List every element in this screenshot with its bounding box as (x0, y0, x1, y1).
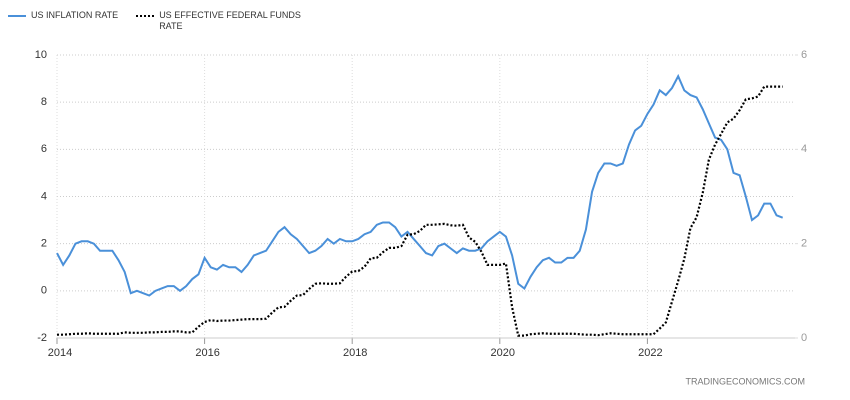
legend-item: US EFFECTIVE FEDERAL FUNDS RATE (136, 10, 309, 32)
series-line (57, 85, 783, 337)
y2-tick-label: 6 (801, 49, 807, 61)
y2-tick-label: 2 (801, 238, 807, 250)
source: TRADINGECONOMICS.COM (685, 376, 805, 386)
legend-label: US INFLATION RATE (31, 10, 119, 20)
legend: US INFLATION RATE US EFFECTIVE FEDERAL FU… (8, 10, 309, 32)
legend-item: US INFLATION RATE (8, 10, 118, 32)
y2-tick-label: 4 (801, 143, 807, 155)
x-tick-label: 2014 (48, 347, 72, 359)
y-tick-label: 8 (41, 96, 47, 108)
x-tick-label: 2022 (638, 347, 662, 359)
legend-swatch (136, 15, 155, 17)
y-tick-label: 4 (41, 190, 47, 202)
x-tick-label: 2020 (491, 347, 515, 359)
y-tick-label: 6 (41, 143, 47, 155)
legend-label: US EFFECTIVE FEDERAL FUNDS RATE (159, 10, 301, 31)
x-tick-label: 2016 (195, 347, 219, 359)
y2-tick-label: 0 (801, 332, 807, 344)
y-tick-label: 10 (35, 49, 47, 61)
y-tick-label: 0 (41, 285, 47, 297)
y-tick-label: 2 (41, 238, 47, 250)
legend-swatch (8, 15, 26, 17)
series-line (56, 73, 784, 297)
x-tick-label: 2018 (343, 347, 367, 359)
y-tick-label: -2 (37, 332, 47, 344)
